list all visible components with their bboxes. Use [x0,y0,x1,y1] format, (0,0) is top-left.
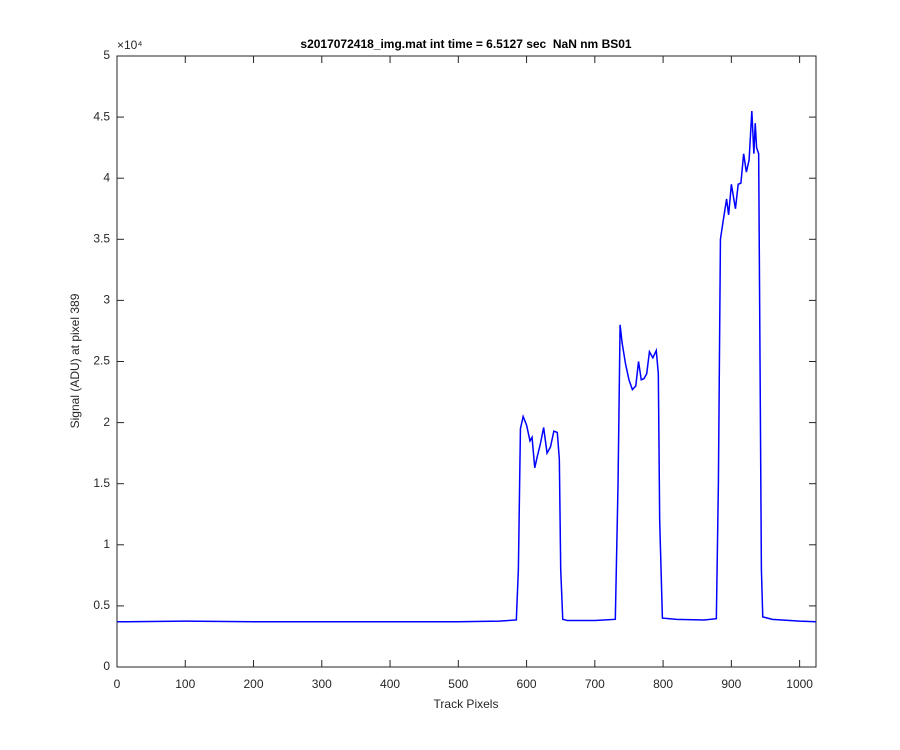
axes-box [116,55,817,668]
x-axis-label: Track Pixels [434,697,499,711]
y-tick-label: 1 [103,537,110,551]
x-tick-label: 700 [585,677,605,691]
signal-line [116,110,817,623]
x-tick-label: 0 [114,677,121,691]
x-tick-label: 300 [312,677,332,691]
x-tick-label: 200 [244,677,264,691]
y-tick-label: 2 [103,415,110,429]
y-exponent: ×10⁴ [117,38,143,52]
y-axis-label: Signal (ADU) at pixel 389 [68,293,82,428]
plot-area [117,56,816,667]
y-tick-label: 5 [103,48,110,62]
x-tick-label: 100 [175,677,195,691]
x-tick-label: 800 [653,677,673,691]
y-tick-label: 3.5 [93,231,110,245]
y-tick-label: 4 [103,170,110,184]
x-tick-label: 1000 [786,677,813,691]
y-tick-label: 0 [103,659,110,673]
chart-title: s2017072418_img.mat int time = 6.5127 se… [300,37,632,51]
y-tick-label: 1.5 [93,476,110,490]
x-tick-label: 500 [448,677,468,691]
x-tick-label: 900 [721,677,741,691]
y-tick-label: 4.5 [93,109,110,123]
y-tick-label: 3 [103,293,110,307]
x-tick-label: 400 [380,677,400,691]
x-tick-label: 600 [517,677,537,691]
y-tick-label: 2.5 [93,354,110,368]
y-tick-label: 0.5 [93,598,110,612]
